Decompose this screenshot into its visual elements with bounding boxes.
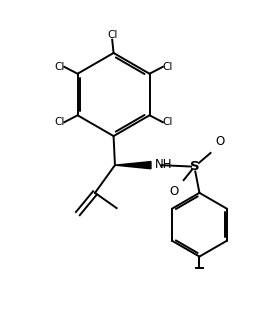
Text: NH: NH bbox=[155, 158, 172, 171]
Text: Cl: Cl bbox=[163, 62, 173, 72]
Text: O: O bbox=[170, 185, 179, 198]
Text: S: S bbox=[191, 160, 200, 173]
Text: Cl: Cl bbox=[54, 117, 64, 127]
Text: Cl: Cl bbox=[163, 117, 173, 127]
Text: Cl: Cl bbox=[107, 30, 117, 40]
Polygon shape bbox=[115, 162, 151, 169]
Text: Cl: Cl bbox=[54, 62, 64, 72]
Text: O: O bbox=[215, 135, 224, 148]
